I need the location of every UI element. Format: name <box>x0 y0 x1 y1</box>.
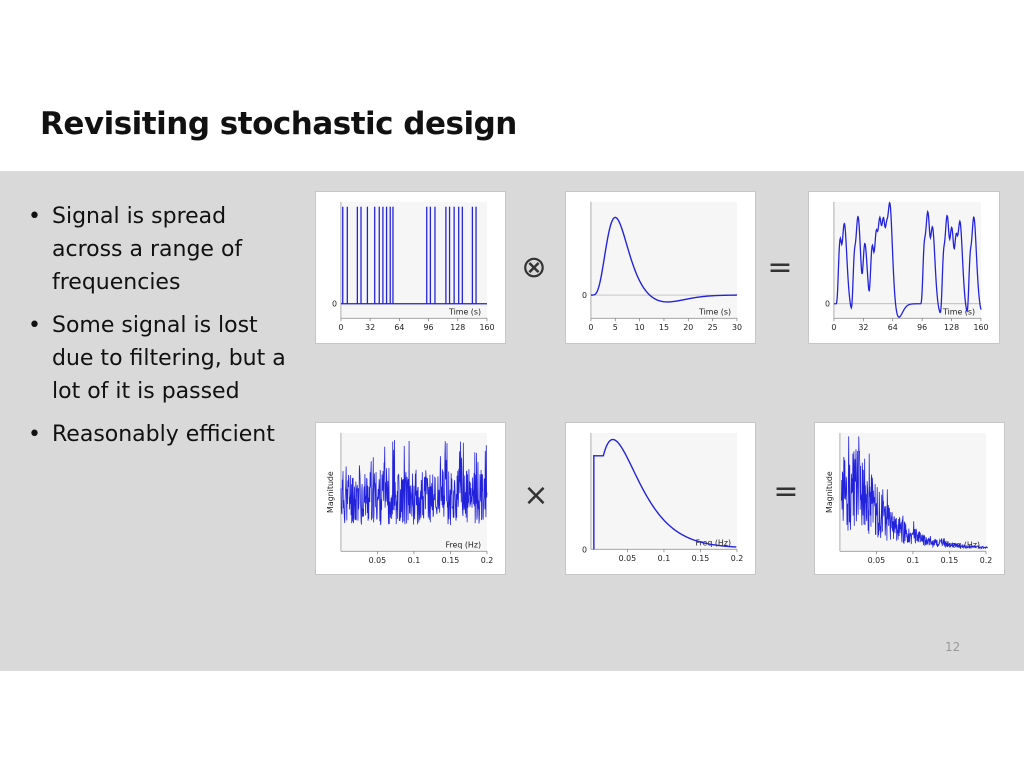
x-tick-label: 10 <box>635 323 645 332</box>
y-tick-label: 0 <box>825 300 830 309</box>
plot-area <box>833 201 981 319</box>
x-tick-label: 0.2 <box>980 556 993 565</box>
equals-operator-top: = <box>767 250 793 285</box>
multiply-operator: × <box>523 478 549 513</box>
x-tick-label: 96 <box>917 323 927 332</box>
hrf-spectrum-line <box>593 438 737 550</box>
x-tick-label: 0.1 <box>658 554 671 563</box>
convolved-plot: 0 32 64 96 128 160 0 Time (s) <box>825 201 988 332</box>
x-tick-label: 0 <box>831 323 836 332</box>
x-tick-label: 0 <box>588 323 593 332</box>
x-tick-label: 128 <box>944 323 959 332</box>
stimulus-spectrum-line <box>340 439 488 526</box>
x-tick-label: 0.15 <box>941 556 959 565</box>
x-tick-label: 0.05 <box>369 556 387 565</box>
output-spectrum-chart: 0.05 0.1 0.15 0.2 Freq (Hz) Magnitude <box>814 422 1005 575</box>
x-tick-label: 64 <box>394 323 404 332</box>
x-tick-label: 0.15 <box>442 556 460 565</box>
x-tick-label: 160 <box>479 323 494 332</box>
convolved-chart: 0 32 64 96 128 160 0 Time (s) <box>808 191 1000 344</box>
convolved-line <box>833 201 982 318</box>
x-tick-label: 0.05 <box>619 554 637 563</box>
x-tick-label: 64 <box>888 323 898 332</box>
stimulus-plot: 0 32 64 96 128 160 0 Time (s) <box>332 201 495 332</box>
y-tick-label: 0 <box>582 545 587 554</box>
hrf-chart: 0 5 10 15 20 25 30 0 Time (s) <box>565 191 756 344</box>
x-tick-label: 0.2 <box>481 556 494 565</box>
hrf-line <box>590 216 737 303</box>
x-tick-label: 0.1 <box>408 556 421 565</box>
y-tick-label: 0 <box>582 291 587 300</box>
stimulus-chart: 0 32 64 96 128 160 0 Time (s) <box>315 191 506 344</box>
y-axis-label: Magnitude <box>825 471 834 513</box>
x-tick-label: 5 <box>613 323 618 332</box>
y-axis-label: Magnitude <box>326 471 335 513</box>
hrf-spectrum-chart: 0.05 0.1 0.15 0.2 0 Freq (Hz) <box>565 422 756 575</box>
slide-title: Revisiting stochastic design <box>40 106 517 142</box>
convolve-operator: ⊗ <box>521 250 547 285</box>
y-tick-label: 0 <box>332 300 337 309</box>
x-tick-label: 128 <box>450 323 465 332</box>
bullet-item: Signal is spread across a range of frequ… <box>28 200 298 299</box>
x-tick-label: 0 <box>338 323 343 332</box>
x-tick-label: 30 <box>732 323 742 332</box>
page-number: 12 <box>945 640 961 654</box>
hrf-spectrum-plot: 0.05 0.1 0.15 0.2 0 Freq (Hz) <box>582 432 744 563</box>
bullet-item: Reasonably efficient <box>28 418 298 451</box>
x-tick-label: 0.05 <box>868 556 886 565</box>
bullet-list: Signal is spread across a range of frequ… <box>28 200 298 461</box>
x-axis-label: Time (s) <box>942 307 975 316</box>
x-axis-label: Freq (Hz) <box>695 538 731 547</box>
x-tick-label: 20 <box>683 323 693 332</box>
x-tick-label: 32 <box>858 323 868 332</box>
bullet-item: Some signal is lost due to filtering, bu… <box>28 309 298 408</box>
plot-area <box>590 201 737 319</box>
plot-area <box>340 201 487 319</box>
output-spectrum-line <box>840 436 988 550</box>
x-tick-label: 96 <box>424 323 434 332</box>
plot-area <box>590 432 737 550</box>
x-tick-label: 0.15 <box>692 554 710 563</box>
x-tick-label: 0.1 <box>907 556 920 565</box>
x-axis-label: Time (s) <box>448 307 481 316</box>
x-tick-label: 25 <box>708 323 718 332</box>
x-tick-label: 160 <box>973 323 988 332</box>
x-axis-label: Freq (Hz) <box>445 540 481 549</box>
stimulus-spectrum-chart: 0.05 0.1 0.15 0.2 Freq (Hz) Magnitude <box>315 422 506 575</box>
x-tick-label: 32 <box>365 323 375 332</box>
x-tick-label: 0.2 <box>731 554 744 563</box>
hrf-plot: 0 5 10 15 20 25 30 0 Time (s) <box>582 201 742 332</box>
x-tick-label: 15 <box>659 323 669 332</box>
x-axis-label: Time (s) <box>698 307 731 316</box>
equals-operator-bottom: = <box>773 474 799 509</box>
